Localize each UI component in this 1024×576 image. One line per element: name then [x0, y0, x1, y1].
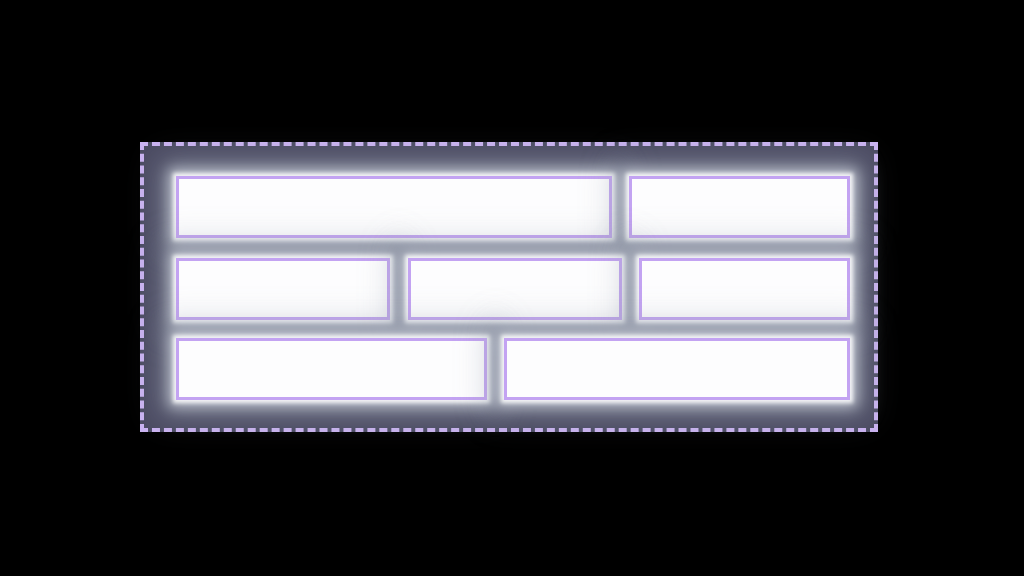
- flex-item-2[interactable]: [629, 176, 850, 238]
- flex-container[interactable]: [140, 142, 878, 432]
- flex-item-4[interactable]: [408, 258, 622, 320]
- flex-item-1[interactable]: [176, 176, 612, 238]
- flex-item-3[interactable]: [176, 258, 390, 320]
- flex-item-7[interactable]: [504, 338, 850, 400]
- flex-row-3: [144, 338, 874, 400]
- flex-item-5[interactable]: [639, 258, 850, 320]
- flex-rows: [144, 146, 874, 428]
- flex-item-6[interactable]: [176, 338, 487, 400]
- flex-row-1: [144, 176, 874, 238]
- flex-row-2: [144, 258, 874, 320]
